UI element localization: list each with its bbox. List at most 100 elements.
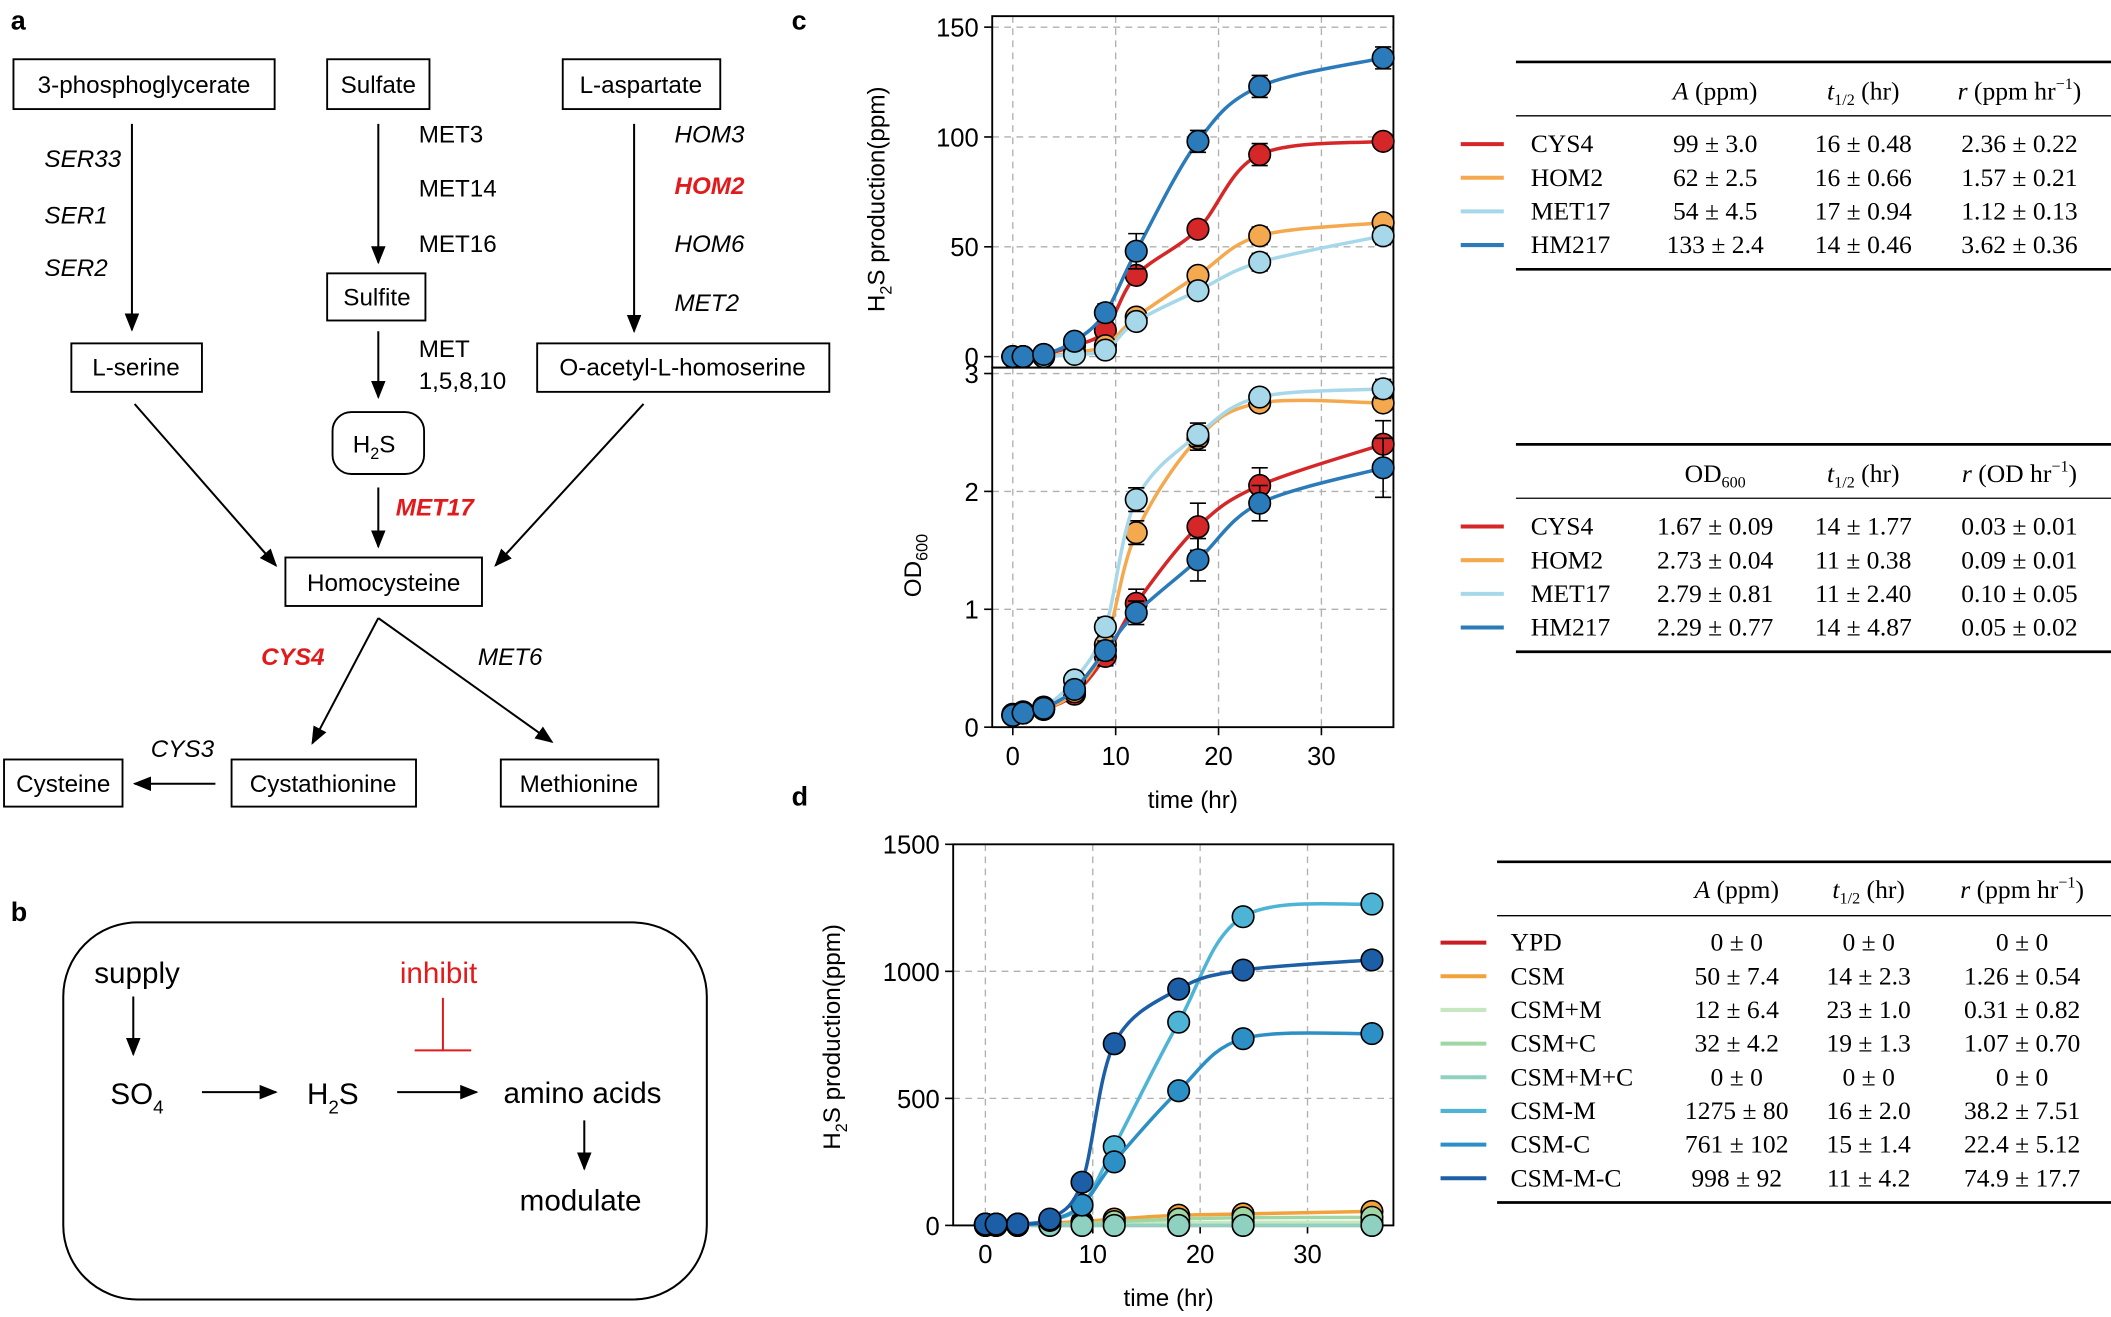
node-aspartate: L-aspartate xyxy=(580,72,703,99)
panel-label-c: c xyxy=(792,6,807,36)
y-tick-label: 3 xyxy=(965,361,979,389)
node-cysteine: Cysteine xyxy=(16,771,110,798)
data-point xyxy=(1093,615,1117,639)
data-point xyxy=(1011,345,1035,369)
arrow-serine-homocysteine xyxy=(133,403,278,567)
panel-label-a: a xyxy=(11,6,27,36)
data-point xyxy=(1032,696,1056,720)
data-point xyxy=(1102,1032,1126,1056)
table-cell-t: 0 ± 0 xyxy=(1842,1062,1894,1091)
series-line xyxy=(985,901,1373,1227)
node-cystathionine: Cystathionine xyxy=(250,771,397,798)
table-cell-a: 0 ± 0 xyxy=(1711,1062,1763,1091)
data-point xyxy=(1186,217,1210,241)
x-tick-label: 0 xyxy=(1006,743,1020,771)
x-tick-label: 0 xyxy=(978,1241,992,1269)
node-box-sulfate xyxy=(326,58,431,111)
node-box-aspartate xyxy=(561,58,722,111)
table-cell-r: 38.2 ± 7.51 xyxy=(1964,1096,2080,1125)
data-point xyxy=(1248,142,1272,167)
regulation-scheme: supply SO4 H2S inhibit amino acids modul… xyxy=(62,921,708,1301)
data-point xyxy=(1062,677,1087,702)
x-tick-label: 30 xyxy=(1307,743,1335,771)
table-row-name: HM217 xyxy=(1531,613,1611,642)
chart-c-xlabel: time (hr) xyxy=(1148,787,1238,814)
node-h2s: H2S xyxy=(353,431,396,463)
y-tick-label: 0 xyxy=(965,715,979,743)
data-point xyxy=(984,1212,1008,1236)
data-point xyxy=(1360,1213,1384,1237)
table-cell-r: 22.4 ± 5.12 xyxy=(1964,1130,2080,1159)
y-tick-label: 1000 xyxy=(883,959,940,987)
table-cell-r: 74.9 ± 17.7 xyxy=(1964,1163,2081,1192)
node-phosphoglycerate: 3-phosphoglycerate xyxy=(38,72,251,99)
table-c-top-header-t: t1/2 (hr) xyxy=(1827,77,1899,109)
table-cell-a: 998 ± 92 xyxy=(1691,1163,1782,1192)
y-tick-label: 150 xyxy=(936,15,979,43)
y-tick-label: 1 xyxy=(965,597,979,625)
x-tick-label: 10 xyxy=(1101,743,1129,771)
table-row-name: CSM+M xyxy=(1511,995,1602,1024)
table-cell-t: 16 ± 0.48 xyxy=(1815,129,1912,158)
table-cell-t: 14 ± 4.87 xyxy=(1815,613,1912,642)
data-point xyxy=(1070,1170,1094,1194)
table-row-name: HOM2 xyxy=(1531,545,1603,574)
table-cell-t: 23 ± 1.0 xyxy=(1826,995,1910,1024)
data-point xyxy=(1167,977,1191,1001)
pathway-diagram: 3-phosphoglycerate Sulfate L-aspartate S… xyxy=(3,58,831,808)
scheme-inhibit: inhibit xyxy=(400,957,478,990)
data-point xyxy=(1011,701,1035,725)
node-box-serine xyxy=(70,342,203,393)
table-c-bottom-header-t: t1/2 (hr) xyxy=(1827,459,1899,491)
panel-label-b: b xyxy=(11,897,27,927)
data-point xyxy=(1124,488,1148,512)
scheme-amino-acids: amino acids xyxy=(504,1077,662,1110)
table-cell-t: 14 ± 0.46 xyxy=(1815,230,1912,259)
table-d-header-t: t1/2 (hr) xyxy=(1832,875,1904,907)
table-cell-r: 3.62 ± 0.36 xyxy=(1961,230,2078,259)
data-point xyxy=(1371,224,1395,248)
x-tick-label: 30 xyxy=(1293,1241,1321,1269)
data-point xyxy=(1186,515,1210,539)
chart-c-bottom-ylabel: OD600 xyxy=(900,534,932,597)
table-cell-a: 62 ± 2.5 xyxy=(1673,163,1757,192)
series-line xyxy=(1012,139,1384,359)
table-cell-a: 0 ± 0 xyxy=(1711,928,1763,957)
data-point xyxy=(1186,279,1210,303)
table-cell-r: 2.36 ± 0.22 xyxy=(1961,129,2077,158)
gene-met17: MET17 xyxy=(396,495,476,522)
table-row-name: YPD xyxy=(1511,928,1562,957)
table-cell-t: 15 ± 1.4 xyxy=(1826,1130,1911,1159)
node-box-methionine xyxy=(499,758,660,808)
chart-c-h2s: 0 50 100 150 xyxy=(936,15,1395,372)
x-tick-label: 10 xyxy=(1079,1241,1107,1269)
scheme-frame xyxy=(62,921,708,1301)
table-cell-a: 2.29 ± 0.77 xyxy=(1657,613,1774,642)
node-homocysteine: Homocysteine xyxy=(307,570,460,597)
data-point xyxy=(1360,892,1384,916)
data-point xyxy=(1248,224,1272,248)
table-row-name: MET17 xyxy=(1531,579,1611,608)
data-point xyxy=(1360,1022,1384,1046)
data-point xyxy=(1248,491,1272,515)
table-cell-t: 19 ± 1.3 xyxy=(1826,1029,1910,1058)
scheme-supply: supply xyxy=(94,957,180,990)
table-cell-a: 2.73 ± 0.04 xyxy=(1657,545,1774,574)
table-c-bottom-header-od: OD600 xyxy=(1685,459,1746,491)
data-point xyxy=(1371,129,1395,153)
table-cell-t: 11 ± 2.40 xyxy=(1815,579,1911,608)
data-point xyxy=(1102,1150,1126,1174)
data-point xyxy=(1167,1213,1191,1237)
data-point xyxy=(1124,309,1148,334)
table-cell-r: 0 ± 0 xyxy=(1996,928,2048,957)
table-cell-r: 0.03 ± 0.01 xyxy=(1961,512,2077,541)
table-cell-t: 11 ± 0.38 xyxy=(1815,545,1911,574)
chart-c-top-ylabel: H2S production(ppm) xyxy=(864,86,896,312)
table-cell-a: 54 ± 4.5 xyxy=(1673,196,1757,225)
table-cell-a: 50 ± 7.4 xyxy=(1695,961,1780,990)
data-point xyxy=(1186,423,1210,447)
gene-ser2: SER2 xyxy=(44,255,108,282)
gene-ser1: SER1 xyxy=(44,203,107,230)
